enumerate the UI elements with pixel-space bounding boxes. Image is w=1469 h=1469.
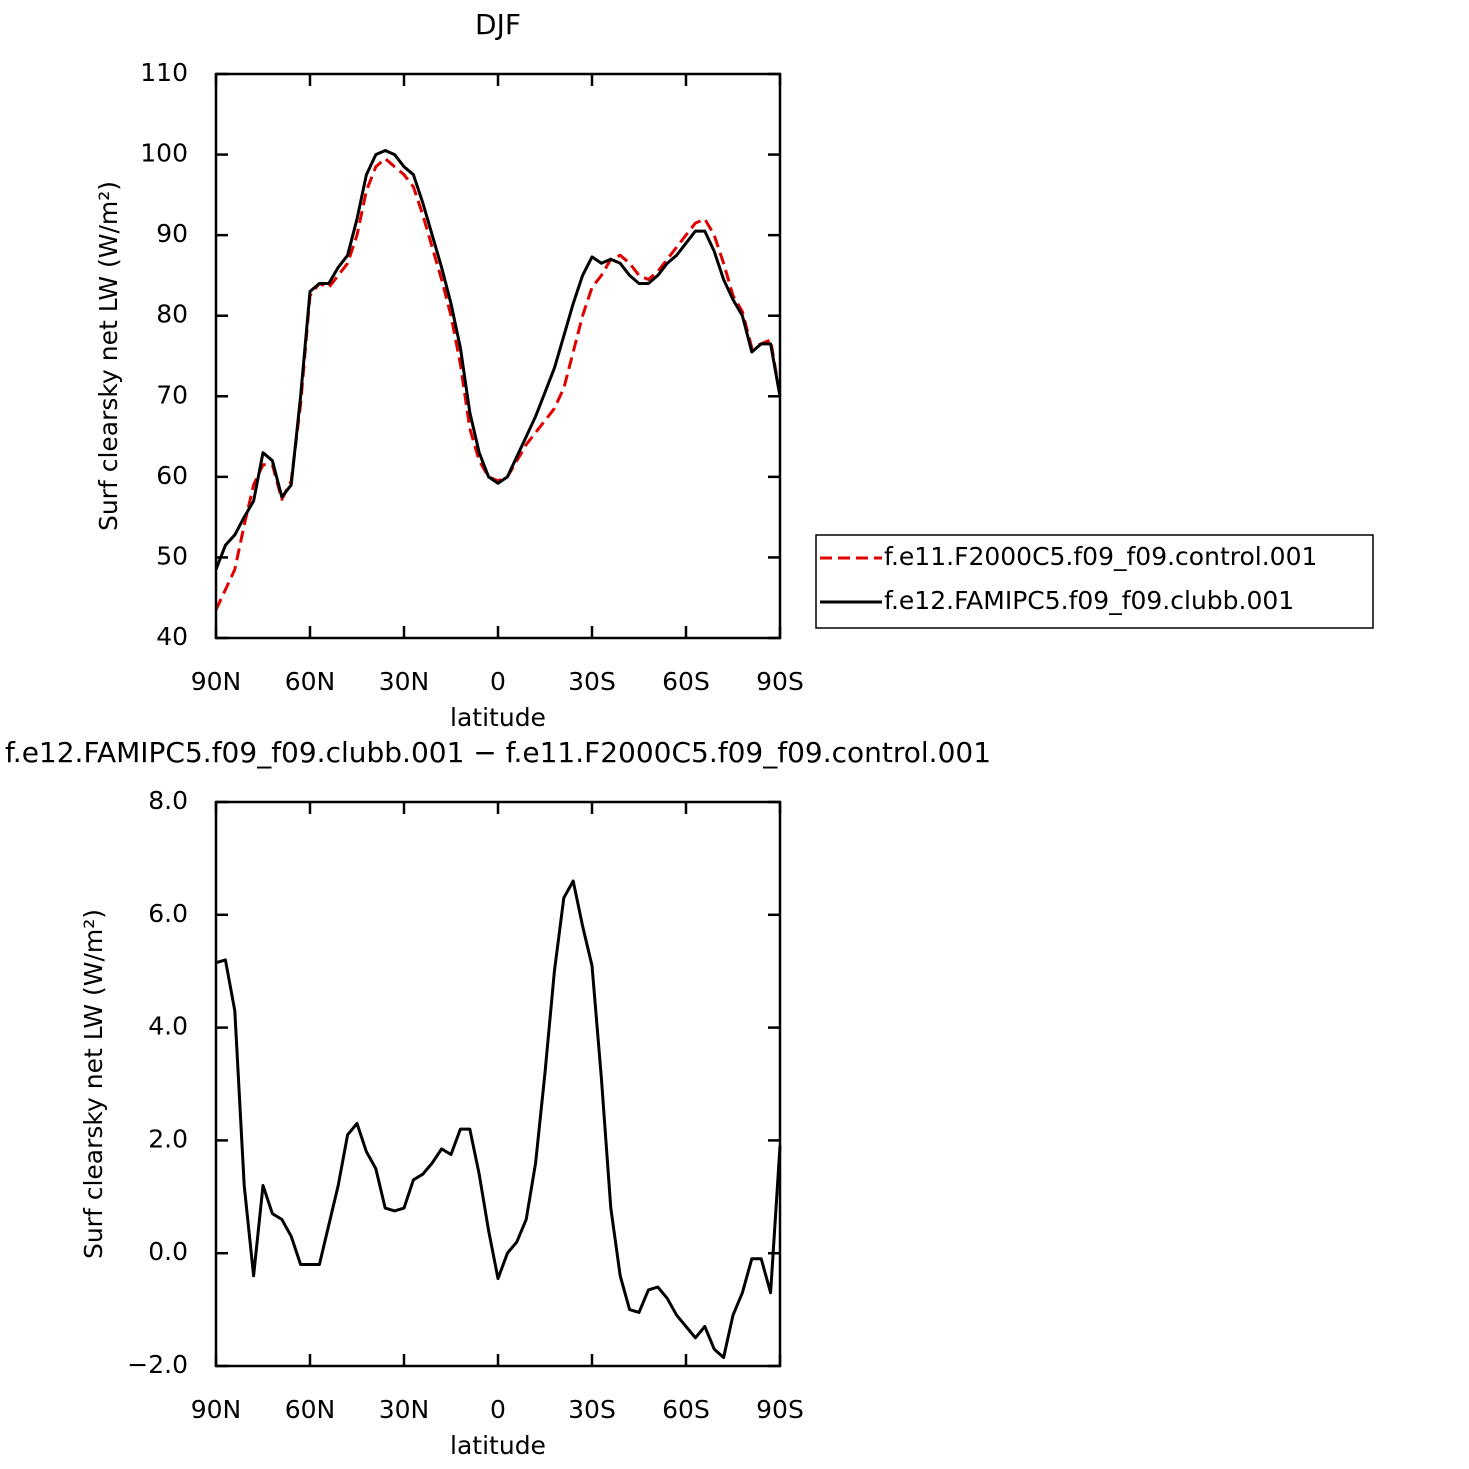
legend-box bbox=[815, 534, 1374, 629]
legend-label: f.e12.FAMIPC5.f09_f09.clubb.001 bbox=[884, 586, 1294, 615]
x-tick-label: 90S bbox=[756, 1395, 804, 1424]
x-tick-label: 60S bbox=[662, 667, 710, 696]
x-tick-label: 0 bbox=[490, 1395, 506, 1424]
legend-label: f.e11.F2000C5.f09_f09.control.001 bbox=[884, 542, 1317, 571]
y-tick-label: 70 bbox=[156, 380, 188, 409]
x-tick-label: 60N bbox=[285, 667, 336, 696]
x-tick-label: 30S bbox=[568, 667, 616, 696]
x-tick-label: 30S bbox=[568, 1395, 616, 1424]
y-tick-label: 40 bbox=[156, 622, 188, 651]
x-tick-label: 30N bbox=[379, 667, 430, 696]
x-tick-label: 60N bbox=[285, 1395, 336, 1424]
x-tick-label: 0 bbox=[490, 667, 506, 696]
chart-title: f.e12.FAMIPC5.f09_f09.clubb.001 − f.e11.… bbox=[5, 736, 991, 769]
y-tick-label: 60 bbox=[156, 461, 188, 490]
x-tick-label: 90N bbox=[191, 1395, 242, 1424]
y-tick-label: 2.0 bbox=[148, 1124, 188, 1153]
y-tick-label: 6.0 bbox=[148, 899, 188, 928]
y-tick-label: 90 bbox=[156, 219, 188, 248]
y-tick-label: 0.0 bbox=[148, 1237, 188, 1266]
x-tick-label: 60S bbox=[662, 1395, 710, 1424]
x-tick-label: 90S bbox=[756, 667, 804, 696]
x-axis-label: latitude bbox=[450, 1431, 546, 1460]
y-tick-label: 110 bbox=[140, 58, 188, 87]
data-line bbox=[214, 149, 782, 571]
data-line bbox=[215, 879, 782, 1359]
x-tick-label: 90N bbox=[191, 667, 242, 696]
y-tick-label: 4.0 bbox=[148, 1012, 188, 1041]
plot-frame bbox=[214, 800, 782, 1368]
y-tick-label: 80 bbox=[156, 300, 188, 329]
y-axis-label: Surf clearsky net LW (W/m²) bbox=[79, 909, 108, 1259]
x-tick-label: 30N bbox=[379, 1395, 430, 1424]
y-axis-label: Surf clearsky net LW (W/m²) bbox=[94, 181, 123, 531]
x-axis-label: latitude bbox=[450, 703, 546, 732]
y-tick-label: 8.0 bbox=[148, 786, 188, 815]
chart-title: DJF bbox=[475, 8, 521, 41]
y-tick-label: 50 bbox=[156, 541, 188, 570]
y-tick-label: −2.0 bbox=[127, 1350, 188, 1379]
plot-frame bbox=[214, 72, 782, 640]
y-tick-label: 100 bbox=[140, 139, 188, 168]
